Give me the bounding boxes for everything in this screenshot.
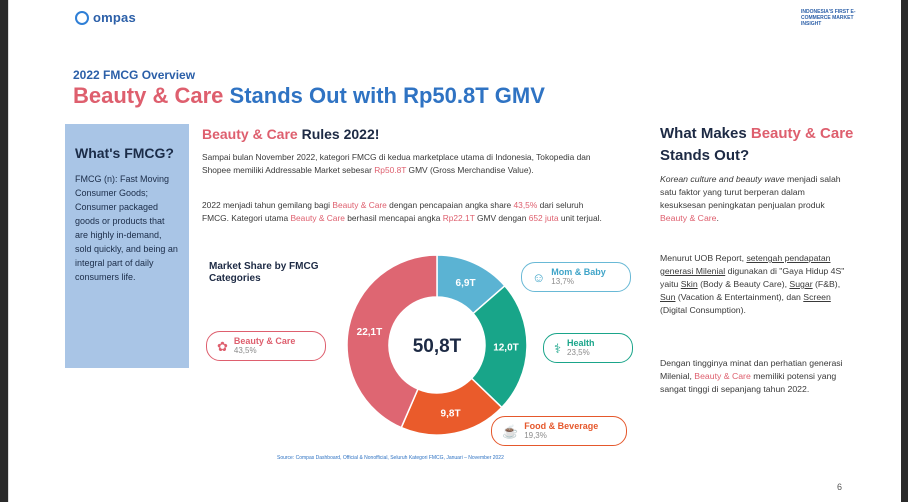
- share-paragraph: 2022 menjadi tahun gemilang bagi Beauty …: [202, 199, 612, 225]
- legend-label: Beauty & Care: [233, 336, 296, 346]
- right-paragraph-1: Korean culture and beauty wave menjadi s…: [660, 173, 850, 225]
- r3-text: memiliki potensi yang sangat tinggi di s…: [660, 371, 837, 394]
- r2-text: (Digital Consumption).: [660, 305, 746, 315]
- r1-highlight: Beauty & Care: [660, 213, 717, 223]
- r2-text: (Body & Beauty Care),: [697, 279, 790, 289]
- brand-tagline: INDONESIA'S FIRST E-COMMERCE MARKET INSI…: [801, 9, 856, 27]
- p2-highlight: Rp22.1T: [442, 213, 475, 223]
- slice-value-label: 6,9T: [456, 278, 476, 289]
- slice-value-label: 22,1T: [357, 327, 383, 338]
- food-icon: ☕: [502, 423, 519, 439]
- legend-share: 19,3%: [524, 431, 547, 440]
- r1-italic: Korean culture and beauty wave: [660, 174, 785, 184]
- compas-logo: ompas: [75, 10, 136, 25]
- fmcg-definition-box: What's FMCG? FMCG (n): Fast Moving Consu…: [65, 124, 189, 368]
- legend-share: 13,7%: [551, 277, 574, 286]
- r2-underline: Sugar: [789, 279, 813, 289]
- p2-text: dengan pencapaian angka share: [386, 200, 514, 210]
- title-highlight: Beauty & Care: [73, 83, 224, 108]
- legend-food-beverage: ☕ Food & Beverage 19,3%: [491, 416, 627, 446]
- chart-title: Market Share by FMCG Categories: [209, 261, 319, 284]
- legend-label: Mom & Baby: [551, 267, 606, 277]
- title-rest: Stands Out with Rp50.8T GMV: [229, 83, 545, 108]
- beauty-icon: ✿: [217, 338, 228, 354]
- p1-highlight: Rp50.8T: [374, 165, 407, 175]
- legend-label: Food & Beverage: [524, 421, 599, 431]
- r2-underline: setengah pendapatan generasi Milenial: [660, 253, 831, 276]
- source-note: Source: Compas Dashboard, Official & Non…: [277, 455, 504, 461]
- page-number: 6: [837, 482, 843, 492]
- page-title: Beauty & Care Stands Out with Rp50.8T GM…: [73, 83, 545, 109]
- legend-share: 23,5%: [567, 348, 590, 357]
- donut-slice-beauty-care: [346, 254, 438, 429]
- slice-value-label: 9,8T: [441, 409, 461, 420]
- donut-center-total: 50,8T: [413, 336, 462, 357]
- p2-highlight: Beauty & Care: [290, 213, 345, 223]
- logo-c-icon: [75, 10, 89, 25]
- r2-text: digunakan di "Gaya Hidup 4S" yaitu: [660, 266, 845, 289]
- r2-text: Menurut UOB Report,: [660, 253, 747, 263]
- definition-body: FMCG (n): Fast Moving Consumer Goods; Co…: [75, 174, 178, 282]
- right-title-text: Stands Out?: [660, 147, 750, 164]
- r3-text: Dengan tingginya minat dan perhatian gen…: [660, 358, 843, 381]
- p2-highlight: Beauty & Care: [332, 200, 387, 210]
- r2-text: (Vacation & Entertainment), dan: [675, 292, 804, 302]
- p2-text: dari seluruh FMCG. Kategori utama: [202, 200, 584, 223]
- section-title-highlight: Beauty & Care: [202, 126, 298, 142]
- definition-heading: What's FMCG?: [75, 145, 174, 161]
- legend-share: 43,5%: [233, 346, 257, 355]
- baby-icon: ☺: [532, 269, 546, 285]
- right-title-highlight: Beauty & Care: [750, 125, 854, 142]
- legend-label: Health: [567, 338, 595, 348]
- stethoscope-icon: ⚕: [554, 340, 562, 356]
- right-paragraph-2: Menurut UOB Report, setengah pendapatan …: [660, 252, 850, 317]
- right-title: What Makes Beauty & Care Stands Out?: [660, 123, 860, 167]
- legend-mom-baby: ☺ Mom & Baby 13,7%: [521, 262, 631, 292]
- p2-text: GMV dengan: [474, 213, 529, 223]
- p2-text-end: unit terjual.: [558, 213, 602, 223]
- r1-text: menjadi salah satu faktor yang turut ber…: [660, 174, 841, 210]
- r2-underline: Skin: [680, 279, 698, 289]
- right-paragraph-3: Dengan tingginya minat dan perhatian gen…: [660, 357, 850, 396]
- p1-text-end: GMV (Gross Merchandise Value).: [406, 165, 534, 175]
- p2-text: berhasil mencapai angka: [344, 213, 443, 223]
- section-title: Beauty & Care Rules 2022!: [202, 126, 379, 142]
- legend-beauty-care: ✿ Beauty & Care 43,5%: [206, 331, 326, 361]
- legend-health: ⚕ Health 23,5%: [543, 333, 633, 363]
- p2-text: 2022 menjadi tahun gemilang bagi: [202, 200, 333, 210]
- eyebrow-title: 2022 FMCG Overview: [73, 68, 196, 82]
- right-title-text: What Makes: [660, 125, 751, 142]
- slice-value-label: 12,0T: [493, 343, 519, 354]
- p2-highlight: 652 juta: [528, 213, 559, 223]
- logo-text: ompas: [93, 10, 136, 25]
- r1-text: .: [716, 213, 719, 223]
- slide: ompas INDONESIA'S FIRST E-COMMERCE MARKE…: [8, 0, 901, 502]
- market-share-donut-chart: 6,9T 12,0T 9,8T 22,1T 50,8T: [346, 254, 528, 436]
- r2-underline: Sun: [660, 292, 676, 302]
- p1-text: Sampai bulan November 2022, kategori FMC…: [202, 152, 591, 175]
- intro-paragraph: Sampai bulan November 2022, kategori FMC…: [202, 151, 612, 177]
- section-title-rest: Rules 2022!: [297, 126, 380, 142]
- r2-underline: Screen: [803, 292, 831, 302]
- r3-highlight: Beauty & Care: [694, 371, 751, 381]
- p2-highlight: 43,5%: [513, 200, 538, 210]
- r2-text: (F&B),: [812, 279, 841, 289]
